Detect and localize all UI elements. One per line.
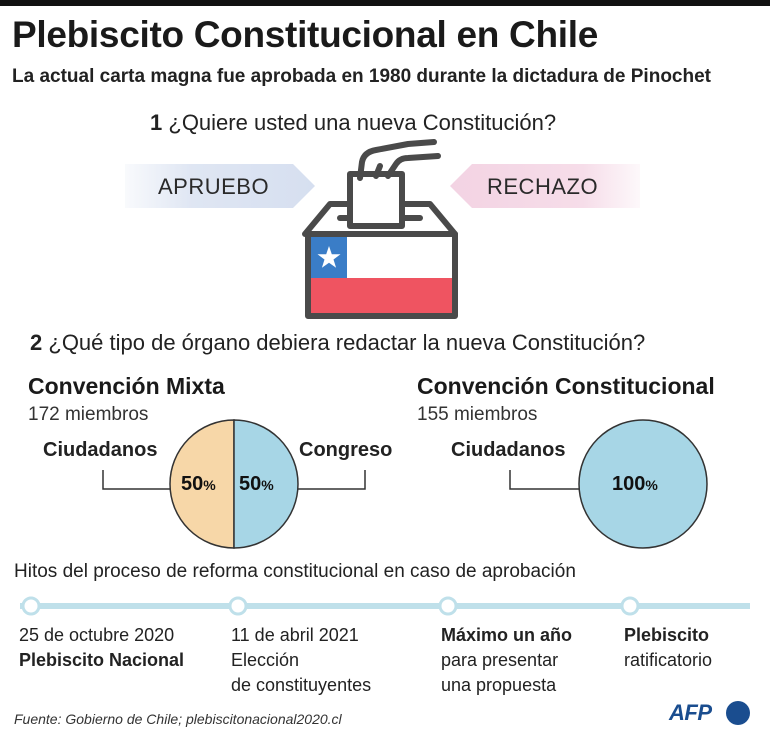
- question-1: 1 ¿Quiere usted una nueva Constitución?: [150, 110, 556, 136]
- reject-label: RECHAZO: [487, 174, 599, 199]
- milestone-4-title: Plebiscito: [624, 625, 710, 645]
- mixta-citizens-unit: %: [203, 477, 216, 493]
- source-note: Fuente: Gobierno de Chile; plebiscitonac…: [14, 711, 342, 727]
- milestone-1: 25 de octubre 2020 Plebiscito Nacional: [19, 623, 184, 673]
- citizens-half: [169, 419, 235, 549]
- mixta-title: Convención Mixta: [28, 373, 225, 399]
- timeline-dot-4: [620, 596, 640, 616]
- mixta-citizens-value: 50%: [181, 473, 216, 496]
- question-2-text: ¿Qué tipo de órgano debiera redactar la …: [48, 330, 646, 355]
- approve-arrow: [125, 164, 315, 208]
- milestone-3-title: Máximo un año: [441, 625, 573, 645]
- milestone-3-line3: una propuesta: [441, 675, 557, 695]
- milestone-3-line2: para presentar: [441, 650, 559, 670]
- milestone-1-title: Plebiscito Nacional: [19, 650, 185, 670]
- question-2-number: 2: [30, 330, 43, 355]
- milestone-1-date: 25 de octubre 2020: [19, 625, 175, 645]
- afp-logo-dot: [726, 701, 750, 725]
- constitucional-number: 100: [612, 473, 646, 495]
- timeline-dot-3: [438, 596, 458, 616]
- top-bar: [0, 0, 770, 6]
- constitucional-value: 100%: [612, 473, 658, 496]
- congress-half: [233, 419, 299, 549]
- question-1-text: ¿Quiere usted una nueva Constitución?: [168, 110, 557, 135]
- milestone-2-line2: Elección: [231, 650, 300, 670]
- mixta-congress-number: 50: [239, 473, 262, 495]
- mixta-pie-chart: [102, 419, 366, 549]
- constitucional-members: 155 miembros: [417, 404, 538, 425]
- reject-arrow: [450, 164, 640, 208]
- mixta-members: 172 miembros: [28, 404, 149, 425]
- milestone-3: Máximo un año para presentar una propues…: [441, 623, 572, 698]
- timeline-dot-2: [228, 596, 248, 616]
- approve-label: APRUEBO: [158, 174, 270, 199]
- question-2: 2 ¿Qué tipo de órgano debiera redactar l…: [30, 330, 645, 356]
- page-title: Plebiscito Constitucional en Chile: [12, 14, 598, 55]
- timeline-bar: [20, 596, 750, 616]
- question-1-number: 1: [150, 110, 163, 135]
- timeline-title: Hitos del proceso de reforma constitucio…: [14, 561, 576, 582]
- page-subtitle: La actual carta magna fue aprobada en 19…: [12, 66, 711, 87]
- mixta-citizens-number: 50: [181, 473, 204, 495]
- constitucional-citizens-label: Ciudadanos: [451, 439, 566, 461]
- milestone-2-date: 11 de abril 2021: [231, 625, 359, 645]
- timeline-dot-1: [21, 596, 41, 616]
- mixta-citizens-label: Ciudadanos: [43, 439, 158, 461]
- constitucional-title: Convención Constitucional: [417, 373, 715, 399]
- constitucional-leader-line: [509, 470, 582, 490]
- congress-leader-line: [291, 470, 366, 490]
- constitucional-pie-chart: [509, 419, 708, 549]
- afp-logo: AFP: [669, 700, 712, 725]
- constitucional-unit: %: [645, 477, 658, 493]
- milestone-2: 11 de abril 2021 Elección de constituyen…: [231, 623, 371, 698]
- ballot-box-icon: [302, 139, 458, 319]
- milestone-2-line3: de constituyentes: [231, 675, 372, 695]
- citizens-leader-line: [102, 470, 177, 490]
- citizens-full-circle: [578, 419, 708, 549]
- mixta-congress-value: 50%: [239, 473, 274, 496]
- milestone-4-line2: ratificatorio: [624, 650, 713, 670]
- milestone-4: Plebiscito ratificatorio: [624, 623, 712, 673]
- mixta-congress-unit: %: [261, 477, 274, 493]
- mixta-congress-label: Congreso: [299, 439, 393, 461]
